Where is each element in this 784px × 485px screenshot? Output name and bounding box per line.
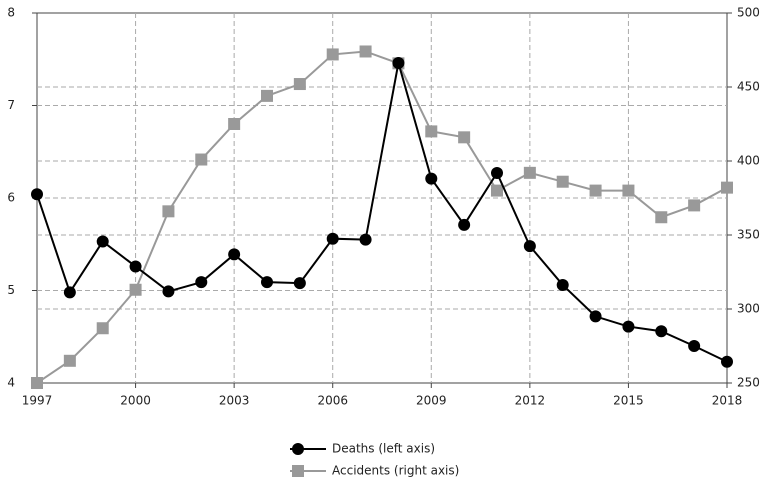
data-point bbox=[261, 276, 273, 289]
x-tick-label: 2006 bbox=[317, 394, 348, 408]
data-point bbox=[96, 322, 109, 335]
data-point bbox=[129, 260, 142, 273]
data-point bbox=[63, 286, 76, 299]
series-line bbox=[36, 50, 728, 384]
y2-tick-label: 300 bbox=[737, 302, 760, 316]
data-point bbox=[31, 377, 43, 389]
legend-label: Accidents (right axis) bbox=[332, 464, 459, 478]
data-point bbox=[655, 211, 668, 224]
data-point bbox=[293, 78, 306, 91]
data-point bbox=[293, 277, 306, 290]
data-point bbox=[31, 188, 43, 201]
data-point bbox=[261, 89, 273, 102]
data-point bbox=[195, 153, 208, 166]
data-point bbox=[195, 276, 208, 289]
y2-tick-label: 350 bbox=[737, 228, 760, 242]
data-point bbox=[556, 175, 569, 188]
data-point bbox=[491, 184, 503, 197]
data-point bbox=[228, 248, 241, 261]
legend-marker bbox=[292, 465, 304, 477]
data-point bbox=[129, 283, 142, 296]
data-point bbox=[721, 181, 733, 194]
x-tick-label: 2018 bbox=[712, 394, 743, 408]
data-point bbox=[622, 320, 635, 333]
data-point bbox=[523, 240, 536, 253]
y2-tick-label: 250 bbox=[737, 376, 760, 390]
data-point bbox=[556, 278, 569, 291]
data-point bbox=[523, 166, 536, 179]
y2-tick-label: 500 bbox=[737, 6, 760, 20]
x-tick-label: 2009 bbox=[416, 394, 447, 408]
y2-tick-label: 400 bbox=[737, 154, 760, 168]
data-point bbox=[655, 325, 668, 338]
y-tick-label: 6 bbox=[7, 191, 15, 205]
data-point bbox=[359, 45, 372, 58]
data-point bbox=[392, 56, 405, 69]
y-tick-label: 7 bbox=[7, 98, 15, 112]
data-point bbox=[688, 199, 701, 212]
series-line bbox=[36, 62, 728, 363]
data-point bbox=[589, 310, 602, 323]
data-point bbox=[688, 340, 701, 352]
data-point bbox=[228, 118, 241, 130]
data-point bbox=[589, 184, 602, 197]
x-tick-label: 1997 bbox=[22, 394, 53, 408]
data-point bbox=[425, 172, 438, 185]
y-tick-label: 5 bbox=[7, 283, 15, 297]
data-point bbox=[359, 233, 372, 246]
data-point bbox=[458, 218, 471, 231]
data-point bbox=[96, 235, 109, 248]
data-point bbox=[162, 205, 175, 218]
data-point bbox=[162, 285, 175, 298]
data-point bbox=[458, 131, 471, 144]
legend-marker bbox=[292, 443, 304, 455]
legend-label: Deaths (left axis) bbox=[332, 442, 435, 456]
data-point bbox=[326, 48, 339, 61]
data-point bbox=[326, 232, 339, 245]
data-point bbox=[622, 184, 635, 197]
y-tick-label: 8 bbox=[7, 6, 15, 20]
data-point bbox=[63, 354, 76, 367]
x-tick-label: 2003 bbox=[219, 394, 250, 408]
x-tick-label: 2000 bbox=[120, 394, 151, 408]
x-tick-label: 2012 bbox=[515, 394, 546, 408]
data-point bbox=[425, 125, 438, 138]
data-point bbox=[721, 355, 733, 368]
x-tick-label: 2015 bbox=[613, 394, 644, 408]
data-point bbox=[491, 167, 503, 180]
y2-tick-label: 450 bbox=[737, 80, 760, 94]
y-tick-label: 4 bbox=[7, 376, 15, 390]
